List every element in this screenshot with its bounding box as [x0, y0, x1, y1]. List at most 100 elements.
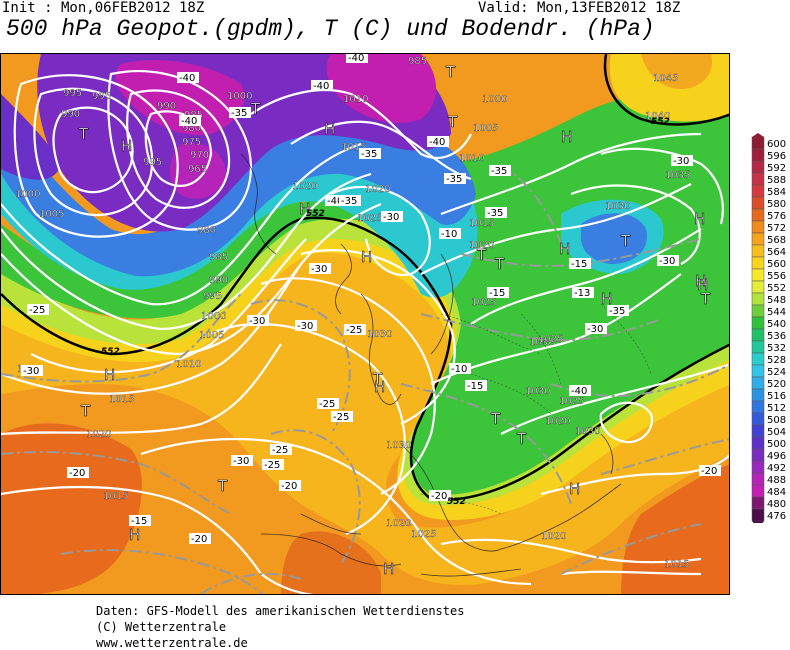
pressure-label: 1045 — [653, 73, 678, 84]
pressure-label: 1000 — [482, 94, 507, 105]
scale-swatch — [751, 268, 765, 282]
temperature-label-bg — [485, 207, 507, 218]
low-pressure-marker: T — [516, 430, 527, 448]
geopotential-552-label: 552 — [447, 497, 466, 507]
temperature-label: -35 — [609, 306, 625, 317]
scale-label: 524 — [767, 367, 786, 378]
scale-label: 496 — [767, 451, 786, 462]
scale-bottom-arrow — [752, 521, 764, 523]
low-pressure-marker: T — [80, 402, 91, 420]
temperature-label-bg — [444, 173, 466, 184]
high-pressure-marker: H — [559, 240, 570, 258]
scale-label: 488 — [767, 475, 786, 486]
pressure-label: 1005 — [199, 330, 224, 341]
scale-label: 484 — [767, 487, 786, 498]
high-pressure-marker: H — [129, 526, 140, 544]
scale-label: 572 — [767, 223, 786, 234]
scale-label: 536 — [767, 331, 786, 342]
low-pressure-marker: T — [250, 100, 261, 118]
pressure-label: 1000 — [15, 189, 40, 200]
pressure-label: 1020 — [469, 240, 494, 251]
high-pressure-marker: H — [299, 200, 310, 218]
high-pressure-marker: H — [121, 137, 132, 155]
temperature-label: -20 — [701, 466, 717, 477]
temperature-label: -30 — [297, 321, 313, 332]
scale-label: 532 — [767, 343, 786, 354]
dark-orange-field-sw — [1, 423, 142, 594]
scale-swatch — [751, 340, 765, 354]
high-pressure-marker: H — [569, 480, 580, 498]
scale-label: 596 — [767, 151, 786, 162]
color-scale-legend: 6005965925885845805765725685645605565525… — [751, 133, 786, 523]
temperature-label: -30 — [659, 256, 675, 267]
scale-swatch — [751, 184, 765, 198]
temperature-label: -35 — [361, 149, 377, 160]
pressure-label: 1030 — [386, 440, 411, 451]
orange-field-ne — [641, 54, 712, 89]
weather-map: 995 990 990 985 980 975 970 965 1000 995 995 1000 10… — [0, 53, 730, 595]
pressure-label: 1020 — [86, 429, 111, 440]
pressure-label: 1010 — [343, 94, 368, 105]
temperature-label: -20 — [69, 468, 85, 479]
low-pressure-marker: T — [476, 246, 487, 264]
scale-label: 508 — [767, 415, 786, 426]
magenta-core-2 — [326, 54, 436, 123]
footer-copyright: (C) Wetterzentrale — [96, 620, 227, 634]
temperature-label: -35 — [491, 166, 507, 177]
scale-swatch — [751, 388, 765, 402]
pressure-label: 970 — [190, 150, 209, 161]
scale-label: 480 — [767, 499, 786, 510]
scale-swatch — [751, 424, 765, 438]
footer-website: www.wetterzentrale.de — [96, 636, 248, 650]
pressure-label: 980 — [182, 123, 201, 134]
pressure-label: 980 — [197, 225, 216, 236]
temperature-label-bg — [179, 115, 201, 126]
scale-label: 580 — [767, 199, 786, 210]
pressure-label: 1030 — [529, 337, 554, 348]
scale-swatch — [751, 436, 765, 450]
temperature-label: -10 — [451, 364, 467, 375]
temperature-label: -40 — [429, 137, 445, 148]
yellow-orange-field — [1, 236, 729, 585]
temperature-label: -40 — [179, 73, 195, 84]
temperature-label: -40 — [348, 54, 364, 64]
scale-swatch — [751, 412, 765, 426]
temperature-label-bg — [67, 467, 89, 478]
blue-field — [1, 114, 476, 277]
low-pressure-marker: T — [700, 290, 711, 308]
pressure-label: 1005 — [473, 123, 498, 134]
contour-552 — [1, 216, 729, 501]
temperature-label: -25 — [319, 399, 335, 410]
scale-label: 528 — [767, 355, 786, 366]
pressure-label: 965 — [188, 164, 207, 175]
high-pressure-marker: H — [695, 272, 706, 290]
temperature-label-bg — [21, 365, 43, 376]
pressure-label: 995 — [143, 157, 162, 168]
pressure-label: 1025 — [471, 297, 496, 308]
high-pressure-marker: H — [324, 120, 335, 138]
pressure-label: 1035 — [665, 170, 690, 181]
temperature-label: -25 — [333, 412, 349, 423]
temperature-label-bg — [262, 459, 284, 470]
temperature-label: -40 — [571, 386, 587, 397]
temperature-label: -30 — [23, 366, 39, 377]
pressure-label: 1020 — [292, 181, 317, 192]
scale-label: 552 — [767, 283, 786, 294]
pressure-label: 995 — [92, 91, 111, 102]
high-pressure-marker: H — [383, 560, 394, 578]
low-pressure-marker: T — [620, 232, 631, 250]
pressure-label: 1025 — [411, 529, 436, 540]
pressure-label: 1040 — [645, 111, 670, 122]
pressure-label: 1030 — [367, 329, 392, 340]
pressure-label: 1000 — [227, 91, 252, 102]
temperature-label-bg — [346, 54, 368, 63]
temperature-label-bg — [129, 515, 151, 526]
blue-field-east — [580, 213, 647, 264]
high-pressure-marker: H — [694, 210, 705, 228]
scale-swatch — [751, 376, 765, 390]
pressure-label: 995 — [203, 291, 222, 302]
high-pressure-marker: H — [601, 290, 612, 308]
scale-swatch — [751, 220, 765, 234]
pressure-label: 1000 — [201, 311, 226, 322]
scale-swatch — [751, 256, 765, 270]
